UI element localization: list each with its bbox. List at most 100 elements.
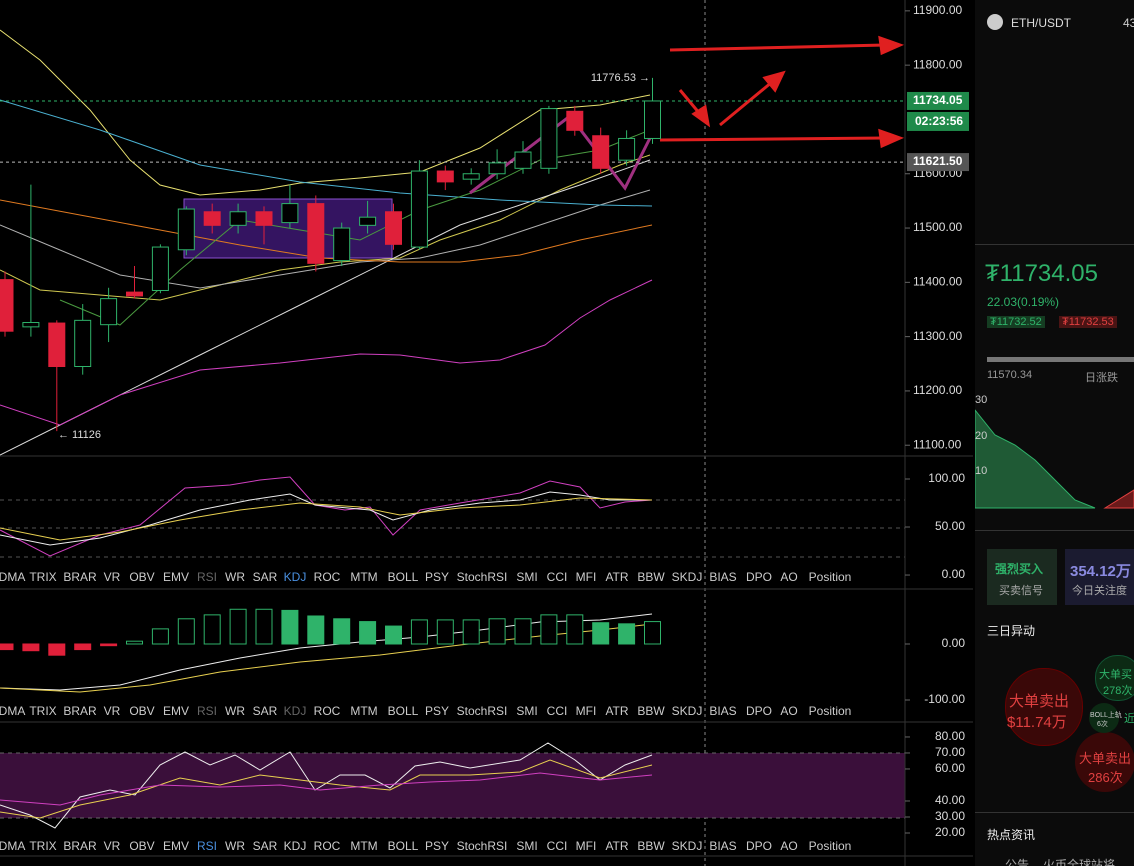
indicator-tab[interactable]: OBV [129, 570, 154, 584]
indicator-tab[interactable]: DPO [746, 570, 772, 584]
indicator-tab[interactable]: DPO [746, 704, 772, 718]
indicator-tab[interactable]: WR [225, 839, 245, 853]
indicator-tab[interactable]: DMA [0, 570, 25, 584]
indicator-tab[interactable]: VR [104, 570, 121, 584]
indicator-tab[interactable]: CCI [547, 839, 568, 853]
indicator-tab[interactable]: DPO [746, 839, 772, 853]
indicator-tab[interactable]: DMA [0, 839, 25, 853]
histogram-bar [540, 614, 558, 645]
indicator-tab[interactable]: MTM [350, 570, 377, 584]
indicator-tab[interactable]: SKDJ [672, 704, 703, 718]
indicator-tab[interactable]: TRIX [29, 704, 56, 718]
indicator-tab[interactable]: StochRSI [457, 839, 508, 853]
indicator-tab[interactable]: MFI [576, 704, 597, 718]
y-tick-label: 0.00 [942, 636, 966, 650]
indicator-tab[interactable]: BRAR [63, 839, 97, 853]
indicator-tab[interactable]: EMV [163, 570, 189, 584]
indicator-tab[interactable]: KDJ [284, 839, 307, 853]
indicator-tab[interactable]: Position [809, 839, 852, 853]
indicator-tab[interactable]: VR [104, 839, 121, 853]
indicator-tab[interactable]: RSI [197, 839, 217, 853]
indicator-tab[interactable]: ATR [605, 570, 628, 584]
indicator-tab[interactable]: ROC [314, 570, 341, 584]
indicator-tab[interactable]: SAR [253, 839, 278, 853]
depth-tick: 10 [975, 465, 988, 477]
bid: ₮11732.52 [987, 316, 1045, 328]
histogram-bar [126, 640, 143, 645]
histogram-bar [48, 643, 66, 656]
candle-body [74, 319, 92, 367]
notice: 公告 [1005, 858, 1030, 866]
indicator-tab[interactable]: SAR [253, 704, 278, 718]
indicator-tab[interactable]: ATR [605, 839, 628, 853]
candle-body [462, 173, 480, 180]
indicator-tab[interactable]: PSY [425, 839, 449, 853]
indicator-tab[interactable]: BIAS [709, 839, 736, 853]
indicator-tab[interactable]: OBV [129, 704, 154, 718]
indicator-tab[interactable]: MTM [350, 839, 377, 853]
indicator-tab[interactable]: ROC [314, 704, 341, 718]
indicator-tab[interactable]: KDJ [284, 704, 307, 718]
bubble [1089, 703, 1119, 733]
indicator-tab[interactable]: OBV [129, 839, 154, 853]
high-annotation: 11776.53 → [591, 72, 650, 84]
indicator-tab[interactable]: StochRSI [457, 704, 508, 718]
indicator-tab[interactable]: StochRSI [457, 570, 508, 584]
histogram-bar [488, 618, 506, 645]
indicator-tab[interactable]: MTM [350, 704, 377, 718]
histogram-bar [410, 619, 428, 645]
candle-body [514, 151, 532, 169]
indicator-tab[interactable]: VR [104, 704, 121, 718]
bubble-title: 大单卖出 [1009, 693, 1070, 710]
candle-body [436, 170, 454, 183]
news-title: 热点资讯 [987, 828, 1036, 842]
histogram-bar [592, 622, 610, 645]
indicator-tab[interactable]: EMV [163, 839, 189, 853]
indicator-tab[interactable]: AO [780, 704, 797, 718]
depth-tick: 20 [975, 430, 988, 442]
indicator-tab[interactable]: BOLL [388, 839, 419, 853]
indicator-tab[interactable]: RSI [197, 704, 217, 718]
indicator-tab[interactable]: BOLL [388, 704, 419, 718]
indicator-tab[interactable]: ATR [605, 704, 628, 718]
indicator-tab[interactable]: BBW [637, 839, 665, 853]
section-title: 三日异动 [987, 624, 1036, 638]
indicator-tab[interactable]: Position [809, 570, 852, 584]
histogram-bar [100, 643, 118, 647]
indicator-tab[interactable]: BRAR [63, 704, 97, 718]
indicator-tab[interactable]: SAR [253, 570, 278, 584]
indicator-tab[interactable]: BOLL [388, 570, 419, 584]
indicator-tab[interactable]: BRAR [63, 570, 97, 584]
indicator-tab[interactable]: PSY [425, 704, 449, 718]
indicator-tab[interactable]: KDJ [284, 570, 307, 584]
candle-body [592, 135, 610, 169]
indicator-tab[interactable]: PSY [425, 570, 449, 584]
indicator-tab[interactable]: MFI [576, 839, 597, 853]
indicator-tab[interactable]: SMI [516, 570, 537, 584]
indicator-tab[interactable]: SKDJ [672, 570, 703, 584]
indicator-tab[interactable]: ROC [314, 839, 341, 853]
indicator-tab[interactable]: SMI [516, 839, 537, 853]
indicator-tab[interactable]: WR [225, 704, 245, 718]
indicator-tab[interactable]: TRIX [29, 570, 56, 584]
indicator-tab[interactable]: RSI [197, 570, 217, 584]
indicator-tab[interactable]: BIAS [709, 570, 736, 584]
indicator-tab[interactable]: BIAS [709, 704, 736, 718]
indicator-tab[interactable]: CCI [547, 570, 568, 584]
signal-value: 强烈买入 [995, 562, 1044, 576]
indicator-tab[interactable]: WR [225, 570, 245, 584]
indicator-tab[interactable]: SKDJ [672, 839, 703, 853]
indicator-tab[interactable]: BBW [637, 704, 665, 718]
indicator-tab[interactable]: TRIX [29, 839, 56, 853]
indicator-tab[interactable]: SMI [516, 704, 537, 718]
indicator-tab[interactable]: Position [809, 704, 852, 718]
indicator-tab[interactable]: EMV [163, 704, 189, 718]
reference-label: 11621.50 [913, 154, 963, 168]
indicator-tab[interactable]: AO [780, 839, 797, 853]
indicator-tab[interactable]: MFI [576, 570, 597, 584]
signal-card [987, 549, 1057, 605]
indicator-tab[interactable]: CCI [547, 704, 568, 718]
indicator-tab[interactable]: BBW [637, 570, 665, 584]
indicator-tab[interactable]: DMA [0, 704, 25, 718]
indicator-tab[interactable]: AO [780, 570, 797, 584]
